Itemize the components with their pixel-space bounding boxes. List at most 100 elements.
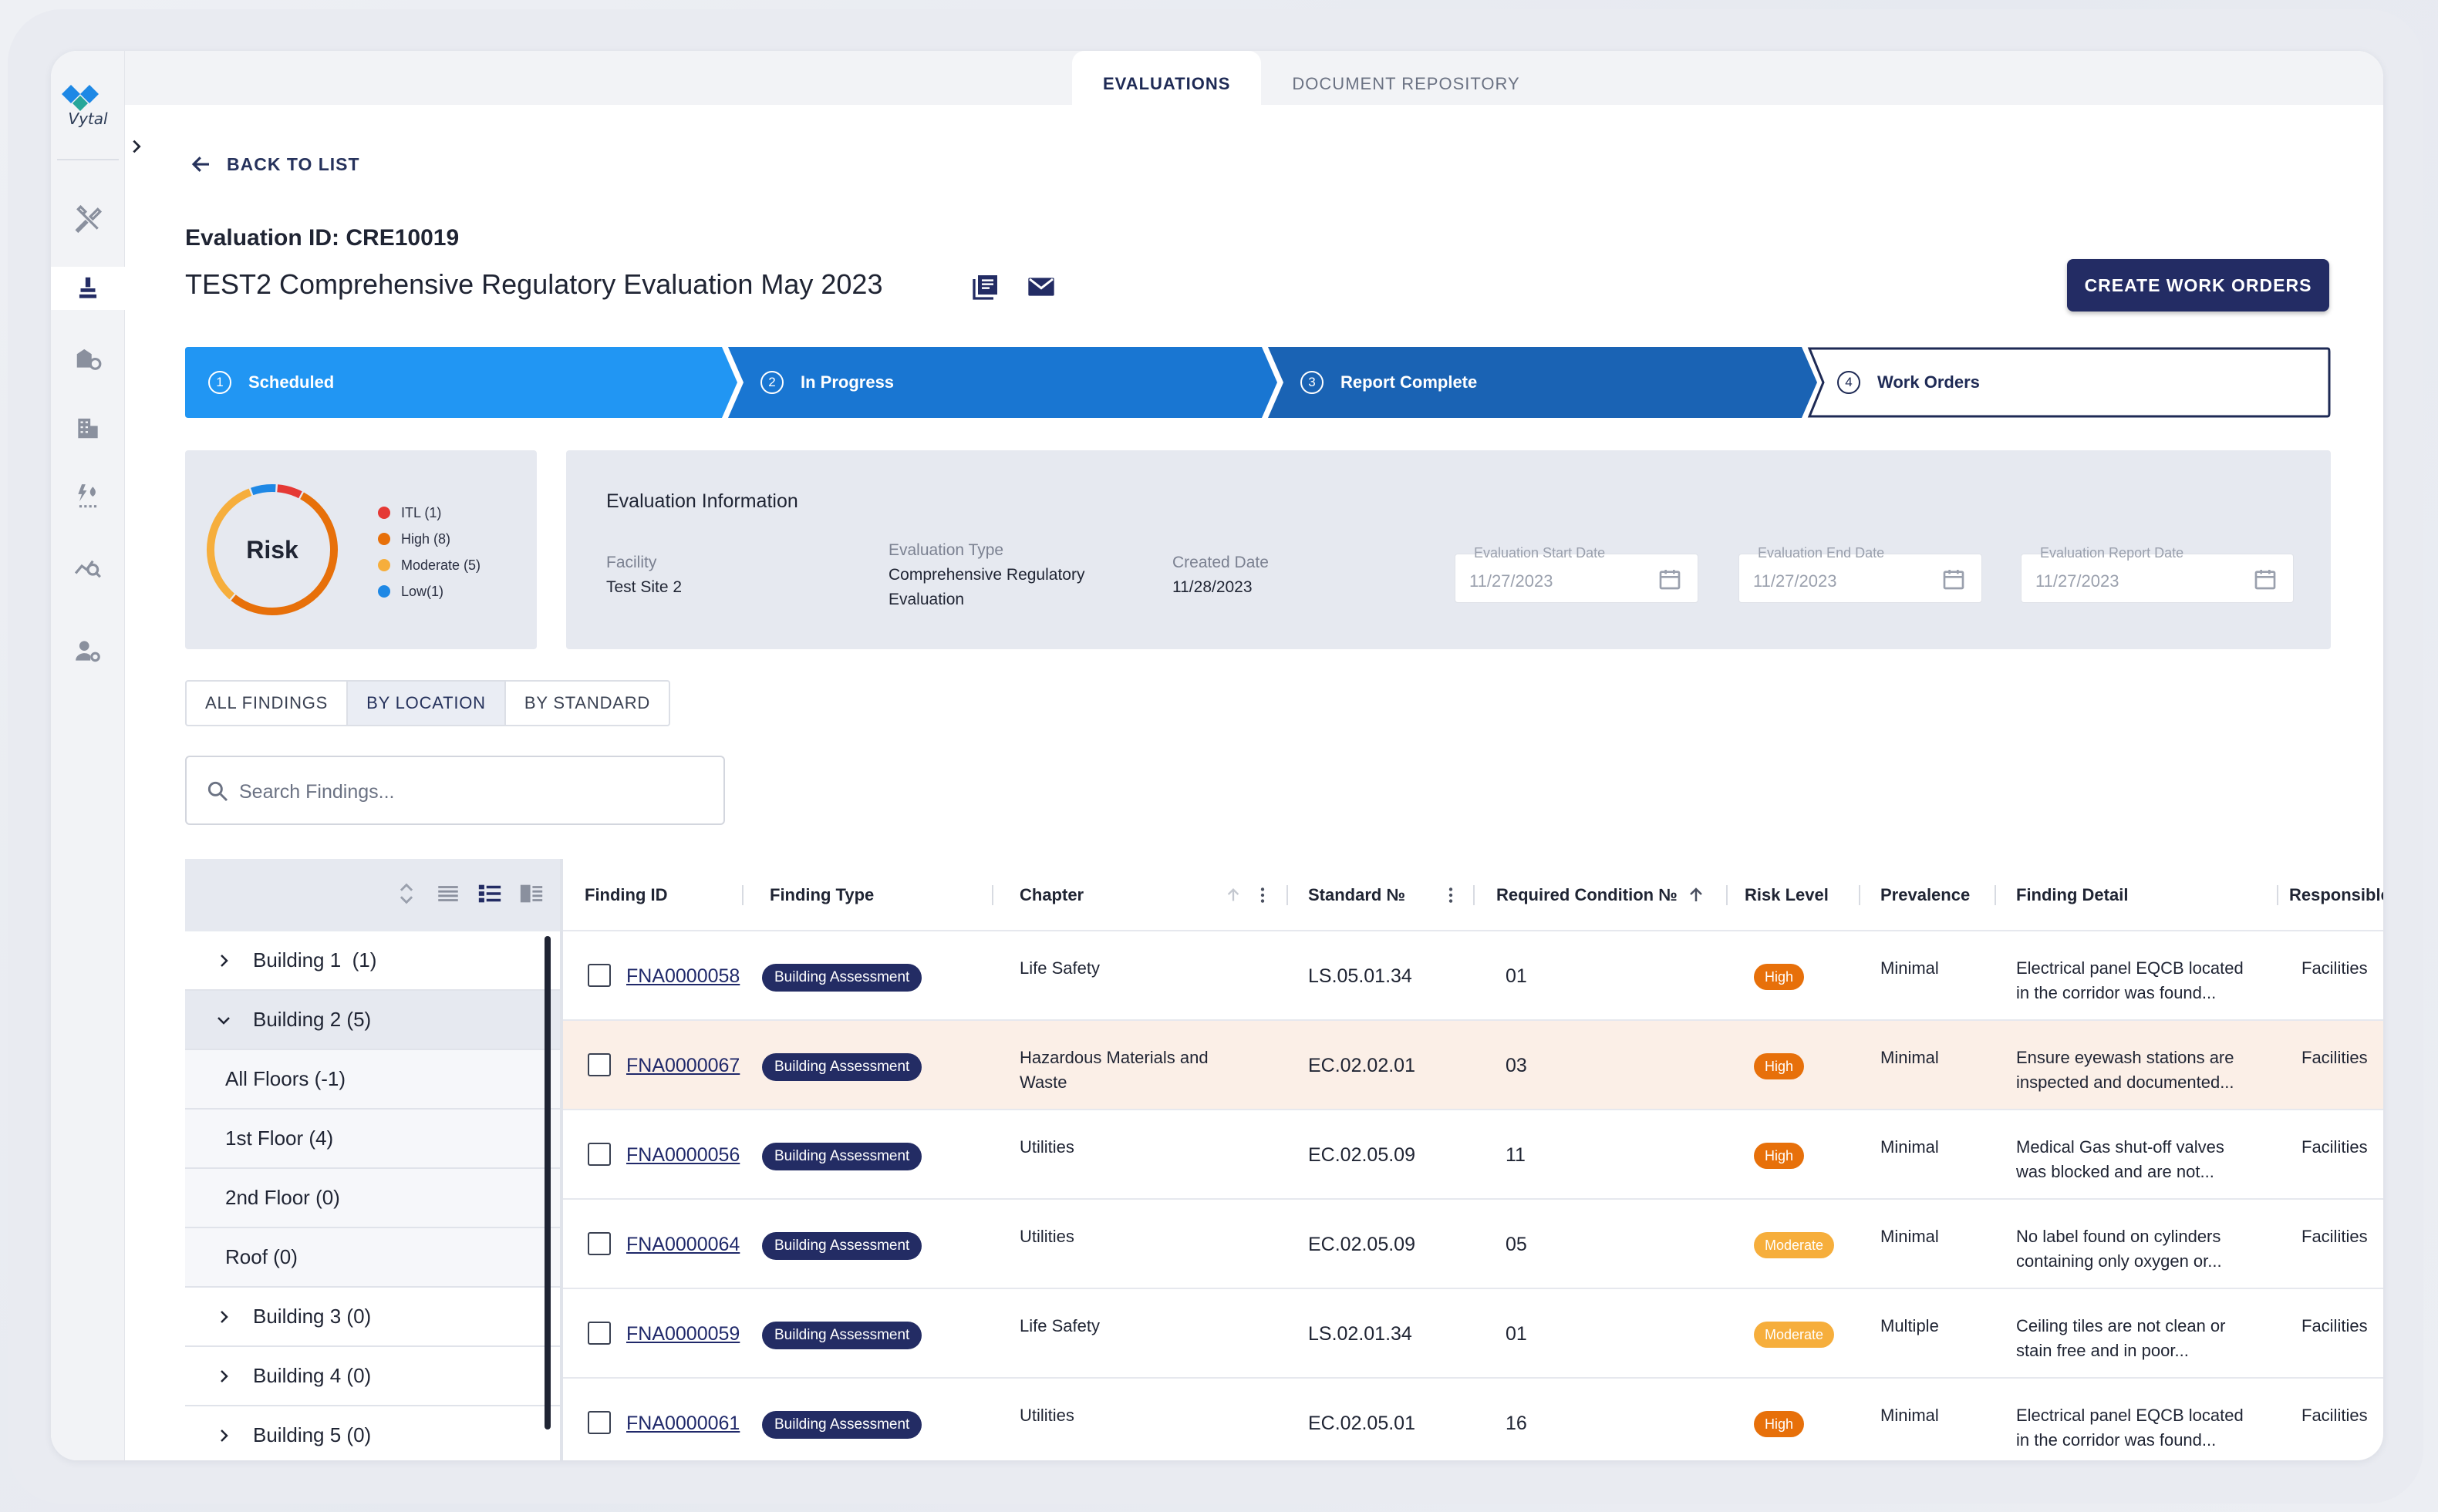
column-required-condition[interactable]: Required Condition № — [1496, 859, 1705, 931]
column-separator — [1473, 885, 1475, 905]
sidebar-item-analytics[interactable] — [66, 544, 110, 588]
sidebar-expand-button[interactable] — [125, 125, 148, 168]
standard-cell: LS.05.01.34 — [1308, 965, 1412, 987]
row-checkbox[interactable] — [588, 1053, 611, 1076]
grid-view-icon[interactable] — [518, 881, 545, 907]
tree-item-building-5[interactable]: Building 5 (0) — [185, 1406, 560, 1460]
row-checkbox[interactable] — [588, 1143, 611, 1166]
tree-item-building-1[interactable]: Building 1 (1) — [185, 931, 560, 991]
responsible-cell: Facilities — [2301, 1227, 2368, 1246]
tree-item-all-floors[interactable]: All Floors (-1) — [185, 1050, 560, 1110]
table-row[interactable]: FNA0000056 Building Assessment Utilities… — [563, 1110, 2383, 1200]
column-separator — [1995, 885, 1996, 905]
sidebar-item-energy[interactable] — [66, 475, 110, 518]
energy-icon — [78, 484, 97, 508]
column-label: Finding Type — [770, 885, 875, 904]
sort-arrow-icon[interactable] — [1225, 887, 1242, 904]
condition-cell: 16 — [1506, 1413, 1527, 1434]
tree-item-2nd-floor[interactable]: 2nd Floor (0) — [185, 1169, 560, 1228]
sidebar-item-admin[interactable] — [66, 629, 110, 672]
detailed-list-icon[interactable] — [477, 881, 503, 907]
table-row[interactable]: FNA0000058 Building Assessment Life Safe… — [563, 931, 2383, 1021]
table-row[interactable]: FNA0000061 Building Assessment Utilities… — [563, 1379, 2383, 1460]
column-risk-level[interactable]: Risk Level — [1745, 859, 1829, 931]
step-label: Report Complete — [1340, 372, 1478, 392]
tree-item-roof[interactable]: Roof (0) — [185, 1228, 560, 1288]
findings-view-tabs: ALL FINDINGS BY LOCATION BY STANDARD — [185, 680, 671, 726]
finding-id-link[interactable]: FNA0000059 — [626, 1322, 740, 1345]
sidebar-item-buildings[interactable] — [66, 406, 110, 449]
row-checkbox[interactable] — [588, 1322, 611, 1345]
table-row[interactable]: FNA0000067 Building Assessment Hazardous… — [563, 1021, 2383, 1110]
date-value: 11/27/2023 — [2035, 571, 2119, 591]
evaluation-end-date-input[interactable]: Evaluation End Date 11/27/2023 — [1738, 545, 1982, 603]
tab-document-repository[interactable]: DOCUMENT REPOSITORY — [1292, 74, 1520, 93]
column-finding-type[interactable]: Finding Type — [770, 859, 874, 931]
tab-all-findings[interactable]: ALL FINDINGS — [187, 682, 349, 725]
column-menu-icon[interactable] — [1253, 885, 1273, 905]
calendar-icon[interactable] — [1941, 567, 1966, 591]
chevron-right-icon — [221, 1369, 228, 1382]
sidebar-item-locations[interactable] — [66, 336, 110, 379]
column-prevalence[interactable]: Prevalence — [1880, 859, 1970, 931]
sidebar-item-evaluations[interactable] — [51, 267, 125, 310]
tree-item-label: Building 3 (0) — [253, 1305, 372, 1328]
create-work-orders-button[interactable]: CREATE WORK ORDERS — [2067, 259, 2329, 311]
tree-toolbar — [185, 859, 560, 931]
tree-item-building-2[interactable]: Building 2 (5) — [185, 991, 560, 1050]
finding-id-link[interactable]: FNA0000061 — [626, 1412, 740, 1434]
back-to-list-link[interactable]: BACK TO LIST — [190, 153, 360, 176]
evaluation-report-date-input[interactable]: Evaluation Report Date 11/27/2023 — [2021, 545, 2294, 603]
risk-level-badge: High — [1754, 1143, 1805, 1169]
column-standard-no[interactable]: Standard № — [1308, 859, 1405, 931]
list-view-icon[interactable] — [435, 881, 461, 907]
legend-item-itl: ITL (1) — [378, 500, 481, 526]
row-checkbox[interactable] — [588, 964, 611, 987]
page-title: TEST2 Comprehensive Regulatory Evaluatio… — [185, 268, 883, 300]
calendar-icon[interactable] — [1657, 567, 1682, 591]
finding-id-link[interactable]: FNA0000064 — [626, 1233, 740, 1255]
tree-item-1st-floor[interactable]: 1st Floor (4) — [185, 1110, 560, 1169]
finding-detail-cell: No label found on cylinders containing o… — [2016, 1224, 2278, 1274]
logo-text: Vytal — [68, 109, 108, 128]
finding-id-link[interactable]: FNA0000056 — [626, 1143, 740, 1166]
sort-updown-icon[interactable] — [393, 881, 420, 907]
column-separator — [742, 885, 744, 905]
search-input[interactable] — [239, 771, 702, 813]
column-menu-icon[interactable] — [1441, 885, 1461, 905]
tree-scrollbar[interactable] — [545, 936, 551, 1429]
tree-item-building-4[interactable]: Building 4 (0) — [185, 1347, 560, 1406]
tree-item-building-3[interactable]: Building 3 (0) — [185, 1288, 560, 1347]
row-checkbox[interactable] — [588, 1411, 611, 1434]
report-icon[interactable] — [970, 271, 1001, 302]
sort-ascending-icon[interactable] — [1687, 886, 1705, 904]
info-title: Evaluation Information — [606, 490, 798, 512]
tab-by-standard[interactable]: BY STANDARD — [524, 693, 651, 712]
evaluation-id: Evaluation ID: CRE10019 — [185, 225, 460, 251]
step-in-progress: 2 In Progress — [760, 347, 894, 418]
column-chapter[interactable]: Chapter — [1020, 859, 1084, 931]
evaluation-start-date-input[interactable]: Evaluation Start Date 11/27/2023 — [1455, 545, 1698, 603]
calendar-icon[interactable] — [2253, 567, 2278, 591]
risk-level-badge: High — [1754, 1411, 1805, 1437]
sidebar-item-tools[interactable] — [66, 197, 110, 241]
column-label: Responsible Par — [2289, 885, 2383, 904]
finding-type-badge: Building Assessment — [762, 1143, 922, 1170]
tab-evaluations[interactable]: EVALUATIONS — [1072, 51, 1262, 105]
finding-id-link[interactable]: FNA0000067 — [626, 1054, 740, 1076]
risk-summary-card: Risk ITL (1) High (8) Moderate (5) Low(1… — [185, 450, 537, 649]
row-checkbox[interactable] — [588, 1232, 611, 1255]
detail-line: stain free and in poor... — [2016, 1341, 2189, 1360]
pane-divider[interactable] — [560, 859, 563, 1460]
chapter-cell: Utilities — [1020, 1137, 1074, 1157]
email-icon[interactable] — [1026, 271, 1057, 302]
table-row[interactable]: FNA0000064 Building Assessment Utilities… — [563, 1200, 2383, 1289]
column-finding-id[interactable]: Finding ID — [585, 859, 668, 931]
tab-by-location[interactable]: BY LOCATION — [348, 682, 506, 725]
table-row[interactable]: FNA0000059 Building Assessment Life Safe… — [563, 1289, 2383, 1379]
column-finding-detail[interactable]: Finding Detail — [2016, 859, 2128, 931]
standard-cell: EC.02.02.01 — [1308, 1055, 1415, 1076]
finding-id-link[interactable]: FNA0000058 — [626, 965, 740, 987]
condition-cell: 01 — [1506, 1323, 1527, 1345]
column-responsible-party[interactable]: Responsible Par — [2289, 859, 2383, 931]
